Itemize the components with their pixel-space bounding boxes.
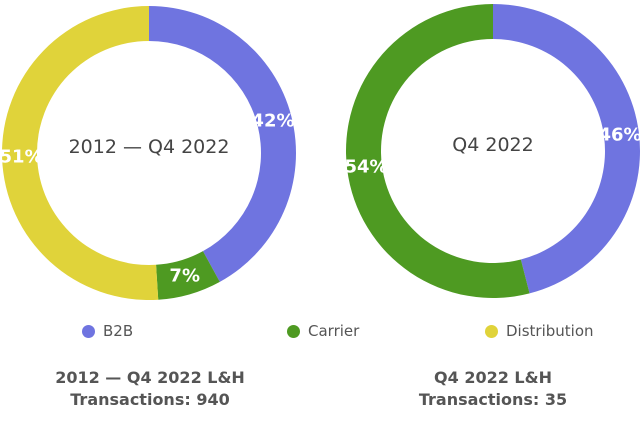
legend-item-carrier: Carrier — [287, 322, 359, 340]
donut-center-title-right: Q4 2022 — [452, 134, 533, 156]
legend: B2B Carrier Distribution — [0, 322, 644, 346]
slice-label-right-b2b: 46% — [598, 124, 641, 145]
slice-left-distribution — [1, 6, 159, 301]
slice-right-b2b — [493, 4, 640, 294]
slice-label-left-b2b: 42% — [251, 111, 294, 132]
slice-label-left-carrier: 7% — [169, 265, 200, 286]
legend-label-distribution: Distribution — [506, 322, 594, 340]
donut-chart-right: 46% 54% Q4 2022 — [344, 4, 642, 298]
slice-label-left-distribution: 51% — [0, 147, 43, 168]
slice-label-right-carrier: 54% — [344, 157, 387, 178]
slice-left-b2b — [149, 6, 296, 282]
donut-center-title-left: 2012 — Q4 2022 — [69, 136, 230, 158]
caption-right: Q4 2022 L&H Transactions: 35 — [343, 367, 643, 411]
donut-chart-left: 42% 7% 51% 2012 — Q4 2022 — [0, 6, 296, 301]
caption-left: 2012 — Q4 2022 L&H Transactions: 940 — [0, 367, 300, 411]
caption-left-line1: 2012 — Q4 2022 L&H — [55, 368, 245, 387]
slice-left-carrier — [156, 251, 220, 300]
legend-item-distribution: Distribution — [485, 322, 594, 340]
caption-right-line2: Transactions: 35 — [418, 390, 568, 409]
legend-item-b2b: B2B — [82, 322, 133, 340]
caption-right-line1: Q4 2022 L&H — [434, 368, 552, 387]
legend-swatch-b2b — [82, 324, 95, 338]
donut-charts: 42% 7% 51% 2012 — Q4 2022 46% 54% Q4 2022 — [0, 4, 642, 301]
caption-left-line2: Transactions: 940 — [70, 390, 230, 409]
legend-label-carrier: Carrier — [308, 322, 360, 340]
slice-right-carrier — [345, 4, 530, 298]
legend-swatch-carrier — [287, 324, 300, 338]
legend-label-b2b: B2B — [103, 322, 134, 340]
legend-swatch-distribution — [485, 324, 498, 338]
